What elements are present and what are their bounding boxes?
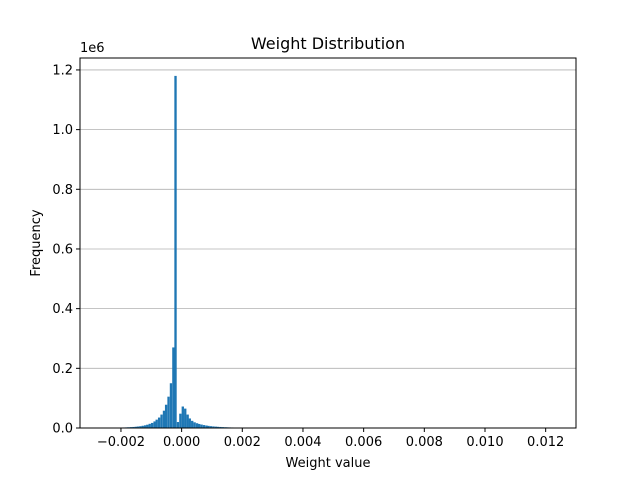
histogram-bar xyxy=(195,423,199,428)
grid-layer xyxy=(80,69,576,369)
histogram-bar xyxy=(144,425,147,428)
histogram-bar xyxy=(174,75,177,428)
y-tick-label: 1.0 xyxy=(52,123,73,138)
y-tick-label: 0.8 xyxy=(52,183,73,198)
histogram-bar xyxy=(198,423,201,428)
histogram-bar xyxy=(164,404,168,428)
x-tick-label: −0.002 xyxy=(97,435,145,450)
histogram-bar xyxy=(153,421,156,428)
histogram-bar xyxy=(148,423,151,428)
histogram-bar xyxy=(136,426,140,428)
histogram-bar xyxy=(200,424,203,428)
x-axis-ticks: −0.002 0.000 0.002 0.004 0.006 0.008 0.010 0.01… xyxy=(97,428,564,450)
x-tick-label: 0.004 xyxy=(284,435,321,450)
plot-frame xyxy=(79,57,577,429)
y-tick-label: 0.0 xyxy=(52,422,73,437)
x-tick-label: 0.002 xyxy=(224,435,261,450)
histogram-bar xyxy=(169,383,173,428)
histogram-bar xyxy=(141,425,144,428)
histogram-bar xyxy=(155,419,158,428)
histogram-bar xyxy=(207,425,210,428)
histogram-bar xyxy=(181,406,184,428)
histogram-bar xyxy=(184,408,187,428)
y-axis-ticks: 0.0 0.2 0.4 0.6 0.8 1.0 1.2 xyxy=(52,63,80,437)
histogram-bar xyxy=(202,425,206,428)
histogram-bar xyxy=(179,413,182,428)
histogram-bar xyxy=(209,426,213,428)
x-tick-label: 0.010 xyxy=(466,435,503,450)
y-tick-label: 0.4 xyxy=(52,302,73,317)
histogram-bar xyxy=(188,418,191,428)
histogram-bar xyxy=(193,422,196,428)
histogram-bar xyxy=(139,426,142,428)
bars-layer xyxy=(101,75,267,428)
histogram-bar xyxy=(132,426,135,428)
y-axis-offset-label: 1e6 xyxy=(80,41,105,56)
histogram-bar xyxy=(205,425,208,428)
histogram-bar xyxy=(186,414,189,428)
histogram-bar xyxy=(157,417,161,428)
histogram-bar xyxy=(216,426,220,428)
y-tick-label: 1.2 xyxy=(52,63,73,78)
x-axis-label: Weight value xyxy=(286,456,371,471)
histogram-bar xyxy=(176,422,180,428)
y-tick-label: 0.6 xyxy=(52,242,73,257)
y-axis-label: Frequency xyxy=(29,209,44,276)
histogram-bar xyxy=(134,426,137,428)
histogram-bar xyxy=(167,396,170,428)
y-tick-label: 0.2 xyxy=(52,362,73,377)
histogram-bar xyxy=(219,426,222,428)
x-tick-label: 0.012 xyxy=(527,435,564,450)
histogram-bar xyxy=(172,347,175,428)
histogram-bar xyxy=(146,424,149,428)
histogram-bar xyxy=(162,410,166,428)
chart-title: Weight Distribution xyxy=(251,34,405,53)
x-tick-label: 0.008 xyxy=(406,435,443,450)
histogram-bar xyxy=(191,420,194,428)
histogram-bar xyxy=(150,422,154,428)
histogram-bar xyxy=(212,426,215,428)
x-tick-label: 0.006 xyxy=(345,435,382,450)
histogram-bar xyxy=(160,414,163,428)
x-tick-label: 0.000 xyxy=(163,435,200,450)
histogram-bar xyxy=(214,426,218,428)
